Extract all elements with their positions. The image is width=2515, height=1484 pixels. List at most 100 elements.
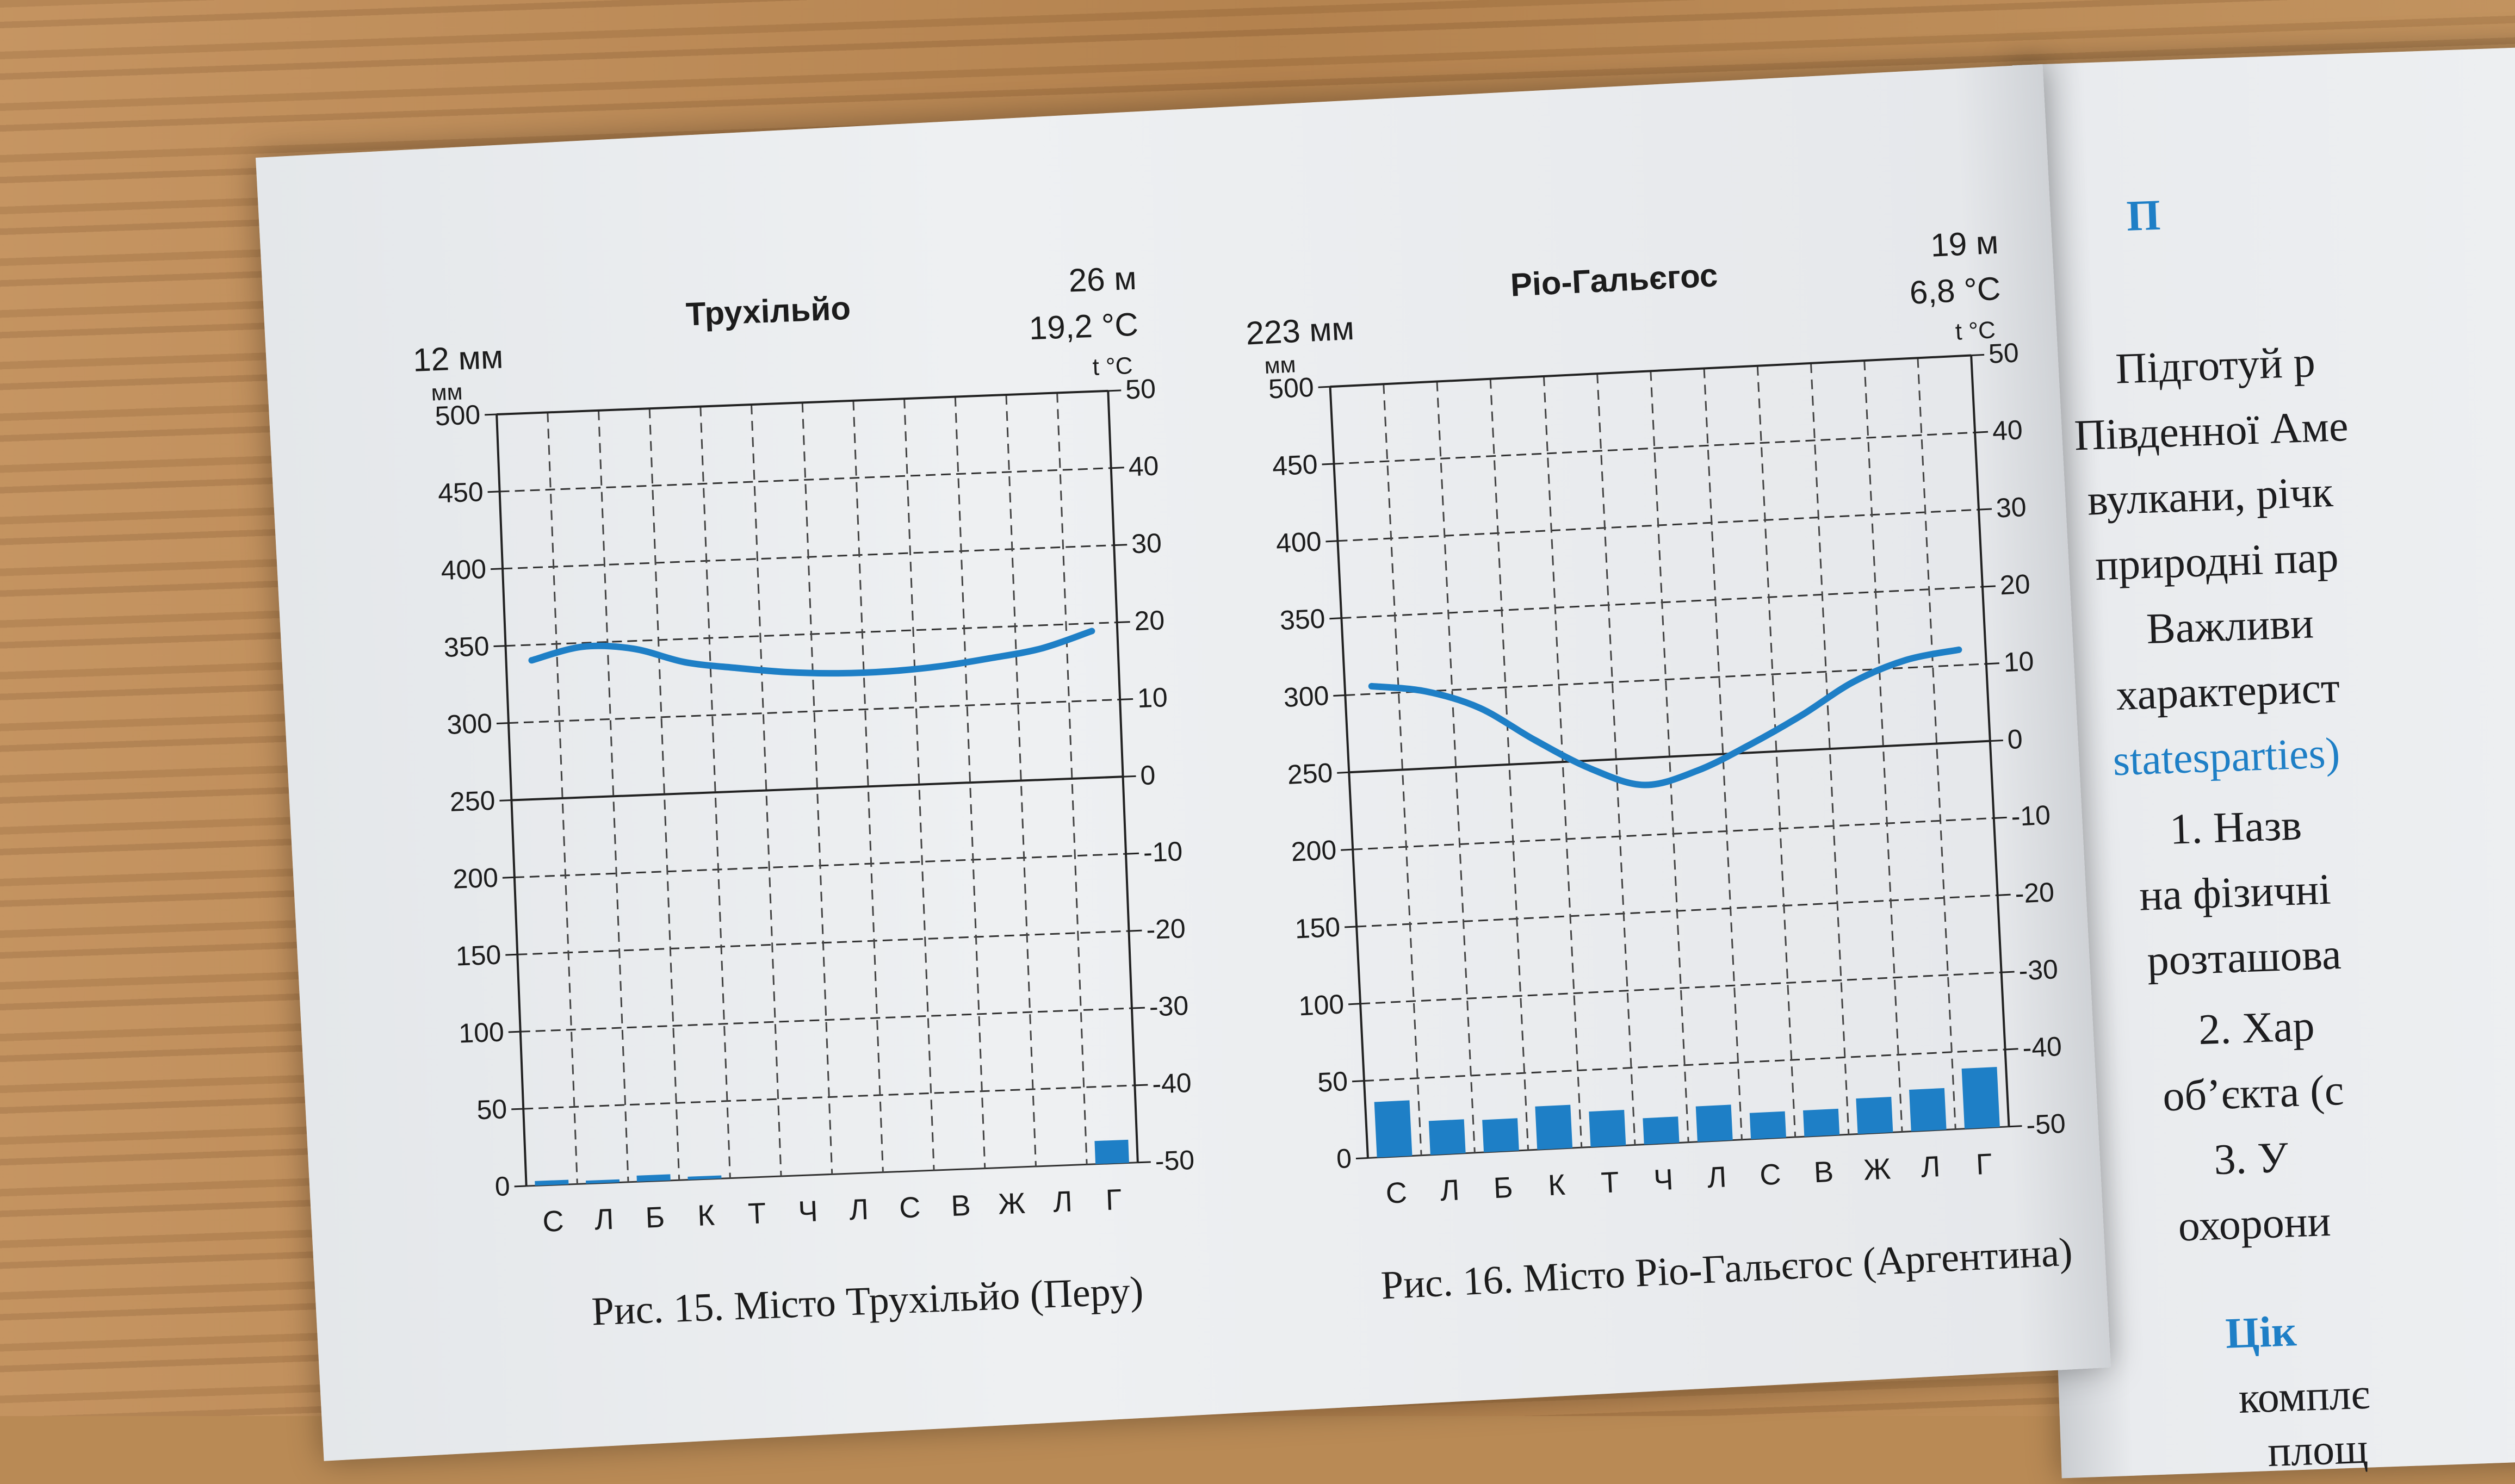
left-axis-tick-label: 100	[458, 1016, 505, 1048]
right-axis-tick-label: 20	[1134, 605, 1166, 636]
right-axis-tick	[1986, 662, 1999, 665]
precipitation-bar	[1643, 1116, 1680, 1145]
grid-line-vertical	[1436, 381, 1476, 1153]
right-page-line: площ	[2266, 1424, 2369, 1476]
grid-line-vertical	[852, 400, 884, 1172]
month-label: С	[899, 1191, 921, 1224]
left-axis-tick-label: 500	[435, 399, 481, 431]
grid-line-horizontal	[499, 467, 1111, 493]
left-axis-tick-label: 100	[1298, 989, 1345, 1021]
top-axis-line	[497, 389, 1108, 416]
month-label: Ч	[797, 1195, 818, 1228]
month-label: Ж	[998, 1187, 1026, 1221]
grid-line-horizontal	[520, 1007, 1132, 1033]
left-axis-tick-label: 50	[1317, 1066, 1348, 1098]
month-label: Л	[1052, 1185, 1073, 1218]
precipitation-bar	[687, 1175, 722, 1180]
right-axis-tick	[1990, 739, 2003, 742]
left-axis-tick-label: 450	[437, 476, 484, 508]
grid-line-vertical	[1056, 393, 1088, 1165]
right-axis-tick	[1108, 389, 1122, 392]
month-label: Б	[645, 1201, 666, 1234]
right-axis-tick-label: 20	[1999, 569, 2031, 601]
climate-chart-trujillo: 050100150200250300350400450500-50-40-30-…	[412, 260, 1195, 1334]
chart-title: Ріо-Гальєгос	[1509, 257, 1718, 303]
left-axis-tick-label: 250	[449, 785, 496, 817]
precipitation-bar	[1803, 1108, 1840, 1137]
month-label: Л	[1439, 1173, 1460, 1207]
left-axis-tick-label: 0	[1336, 1143, 1353, 1174]
right-axis-tick-label: 40	[1128, 450, 1160, 482]
grid-line-vertical	[1863, 361, 1903, 1132]
precipitation-bar	[1428, 1119, 1466, 1155]
precipitation-bar	[1589, 1110, 1626, 1147]
month-label: Г	[1105, 1183, 1123, 1216]
month-label: К	[697, 1199, 715, 1232]
grid-line-vertical	[903, 399, 935, 1171]
right-axis-tick	[1993, 816, 2007, 819]
grid-line-vertical	[1756, 365, 1797, 1138]
grid-line-vertical	[699, 406, 731, 1178]
left-axis-tick-label: 300	[446, 708, 493, 740]
right-axis-tick-label: -20	[1145, 913, 1186, 945]
left-axis-tick	[1333, 694, 1346, 697]
left-axis-tick-label: 350	[1279, 603, 1326, 636]
climate-chart-rio-gallegos: 050100150200250300350400450500-50-40-30-…	[1245, 224, 2073, 1308]
left-axis-tick	[1352, 1080, 1365, 1083]
month-label: Т	[1600, 1166, 1620, 1200]
left-axis-tick-label: 200	[452, 862, 499, 895]
grid-line-vertical	[801, 402, 833, 1175]
right-axis-tick-label: -30	[1149, 990, 1189, 1022]
precipitation-bar	[1094, 1139, 1129, 1164]
temperature-unit-label: t °C	[1955, 316, 1996, 345]
precipitation-bar	[1961, 1066, 2000, 1129]
right-axis-tick-label: 10	[1137, 682, 1168, 713]
left-axis-tick-label: 450	[1272, 449, 1318, 481]
left-axis-tick	[1337, 771, 1349, 774]
left-axis-tick	[493, 645, 506, 648]
month-label: В	[1813, 1156, 1835, 1189]
month-label: К	[1547, 1169, 1566, 1202]
left-axis-tick	[1341, 848, 1353, 851]
month-label: С	[1759, 1158, 1782, 1191]
left-axis-tick	[1329, 617, 1342, 620]
left-axis-tick-label: 250	[1287, 757, 1334, 790]
right-axis-tick-label: 0	[2006, 724, 2023, 755]
right-axis-tick	[1123, 775, 1136, 778]
figure-caption: Рис. 16. Місто Ріо-Гальєгос (Аргентина)	[1380, 1230, 2073, 1308]
chart-title: Трухільйо	[685, 290, 851, 333]
left-axis-tick-label: 150	[1294, 911, 1341, 944]
grid-line-vertical	[751, 404, 782, 1177]
left-axis-line	[495, 414, 528, 1187]
precipitation-bar	[1482, 1118, 1519, 1153]
left-axis-tick	[514, 1185, 526, 1188]
left-axis-tick	[502, 876, 515, 879]
month-label: Л	[1920, 1150, 1941, 1184]
grid-line-vertical	[1005, 394, 1037, 1167]
left-axis-tick-label: 50	[476, 1094, 508, 1125]
grid-line-horizontal	[1334, 431, 1975, 465]
left-axis-tick-label: 400	[441, 554, 487, 586]
right-axis-line	[1107, 390, 1139, 1163]
grid-line-vertical	[1489, 378, 1529, 1151]
grid-line-horizontal	[523, 1084, 1135, 1110]
annual-precipitation-label: 12 мм	[412, 339, 504, 378]
month-label: Т	[747, 1197, 766, 1230]
grid-line-vertical	[1703, 368, 1743, 1140]
grid-line-vertical	[1596, 374, 1636, 1145]
right-axis-tick	[1125, 852, 1139, 855]
annual-precipitation-label: 223 мм	[1245, 310, 1355, 352]
grid-line-vertical	[1810, 363, 1850, 1135]
precipitation-bar	[1856, 1096, 1893, 1134]
precipitation-bar	[1909, 1088, 1947, 1132]
figure-caption: Рис. 15. Місто Трухільйо (Перу)	[591, 1269, 1144, 1334]
left-axis-tick-label: 0	[494, 1171, 511, 1202]
grid-line-vertical	[1650, 371, 1689, 1143]
right-axis-tick-label: -50	[2025, 1108, 2066, 1140]
right-axis-tick	[1117, 621, 1130, 624]
left-axis-tick-label: 150	[455, 939, 502, 971]
left-axis-tick	[485, 413, 497, 416]
left-axis-tick-label: 350	[443, 631, 490, 663]
elevation-label: 19 м	[1930, 224, 1999, 264]
left-axis-tick	[1325, 540, 1338, 543]
